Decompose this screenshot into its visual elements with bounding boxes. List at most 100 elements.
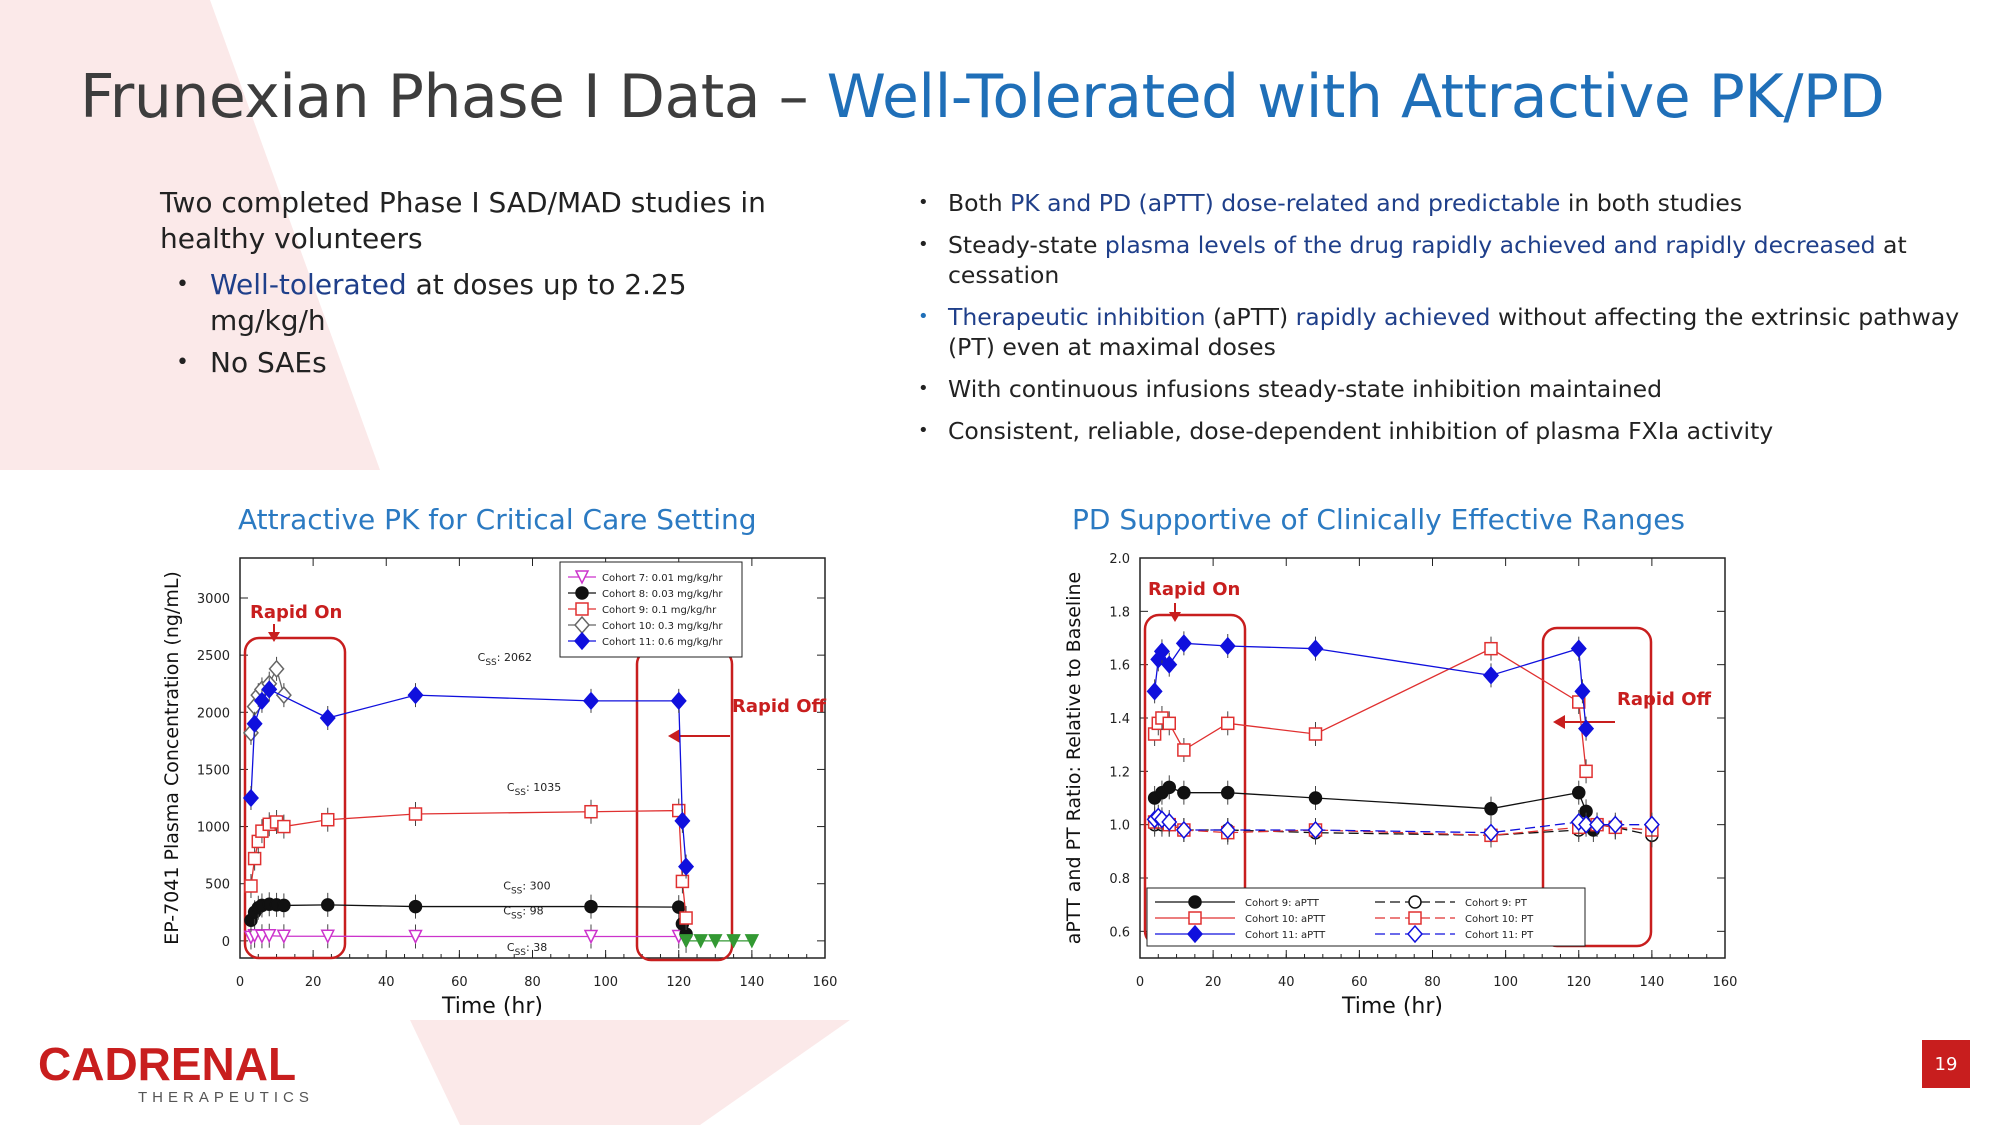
rapid-off-box bbox=[1541, 626, 1653, 948]
data-point bbox=[674, 811, 691, 830]
bullet-text: No SAEs bbox=[210, 346, 327, 379]
right-bullet: With continuous infusions steady-state i… bbox=[918, 374, 1970, 404]
legend-marker bbox=[1407, 924, 1423, 944]
y-tick-label: 3000 bbox=[197, 592, 230, 607]
series-cohort-7-0-01-mg-kg-hr bbox=[243, 923, 694, 953]
data-point bbox=[408, 807, 423, 821]
series-tail bbox=[678, 934, 760, 949]
x-tick-label: 60 bbox=[1351, 975, 1368, 990]
rapid-off-arrowhead bbox=[1553, 715, 1565, 729]
logo-subtext: THERAPEUTICS bbox=[138, 1089, 314, 1106]
data-point bbox=[1153, 642, 1170, 661]
data-point bbox=[1177, 743, 1191, 757]
css-annotation: CSS: 98 bbox=[503, 905, 543, 922]
data-point bbox=[319, 708, 336, 728]
tail-point bbox=[726, 934, 741, 949]
data-point bbox=[584, 804, 598, 819]
data-point bbox=[1219, 636, 1236, 656]
pd-chart: 0 20 40 60 80 100 120 140 160 0.6 0.8 1.0 1.2 1.4 1.6 1… bbox=[1063, 552, 1738, 1019]
page-number: 19 bbox=[1922, 1040, 1970, 1088]
legend-marker bbox=[1408, 895, 1422, 909]
data-point bbox=[268, 659, 285, 678]
data-point bbox=[1589, 815, 1606, 834]
x-tick-label: 100 bbox=[1493, 975, 1518, 990]
data-point bbox=[1307, 639, 1324, 658]
y-tick-label: 1.4 bbox=[1109, 712, 1130, 727]
logo-wordmark: CADRENAL bbox=[38, 1040, 296, 1090]
legend-marker bbox=[1187, 924, 1203, 944]
pk-legend: Cohort 7: 0.01 mg/kg/hr Cohort 8: 0.03 mg… bbox=[559, 561, 743, 658]
data-point bbox=[1308, 727, 1323, 741]
data-point bbox=[407, 686, 424, 705]
x-tick-label: 120 bbox=[666, 975, 691, 990]
y-tick-label: 0 bbox=[222, 935, 230, 950]
x-tick-label: 140 bbox=[1639, 975, 1664, 990]
data-point bbox=[275, 686, 292, 705]
right-bullet: Therapeutic inhibition (aPTT) rapidly ac… bbox=[918, 302, 1970, 362]
bullet-text: at doses up to 2.25 mg/kg/h bbox=[210, 268, 687, 337]
legend-label: Cohort 10: aPTT bbox=[1245, 914, 1326, 925]
css-annotation: CSS: 1035 bbox=[507, 781, 561, 798]
series-cohort-9-0-1-mg-kg-hr bbox=[244, 798, 693, 930]
data-point bbox=[1484, 641, 1498, 656]
y-axis-label: aPTT and PT Ratio: Relative to Baseline bbox=[1063, 572, 1085, 944]
legend-label: Cohort 11: PT bbox=[1465, 930, 1534, 941]
rapid-off-label: Rapid Off bbox=[732, 696, 827, 717]
data-point bbox=[1574, 682, 1591, 701]
x-tick-label: 80 bbox=[1424, 975, 1441, 990]
x-tick-label: 0 bbox=[236, 975, 244, 990]
legend-label: Cohort 7: 0.01 mg/kg/hr bbox=[602, 573, 723, 584]
series-cohort-11-aptt bbox=[1146, 631, 1595, 741]
y-tick-label: 0.8 bbox=[1109, 872, 1130, 887]
y-tick-label: 0.6 bbox=[1109, 925, 1130, 940]
rapid-on-label: Rapid On bbox=[1148, 579, 1240, 600]
y-tick-label: 1000 bbox=[197, 821, 230, 836]
series-cohort-8-0-03-mg-kg-hr bbox=[244, 892, 693, 946]
css-annotation: CSS: 38 bbox=[507, 941, 547, 958]
data-point bbox=[321, 812, 335, 827]
data-point bbox=[1572, 785, 1586, 800]
series-cohort-10-aptt bbox=[1147, 636, 1593, 784]
series-cohort-11-pt bbox=[1146, 804, 1660, 845]
legend-label: Cohort 8: 0.03 mg/kg/hr bbox=[602, 589, 723, 600]
tail-point bbox=[744, 934, 760, 949]
y-tick-label: 1.8 bbox=[1109, 605, 1130, 620]
x-tick-label: 160 bbox=[1713, 975, 1738, 990]
title-prefix: Frunexian Phase I Data – bbox=[80, 62, 827, 132]
data-point bbox=[321, 898, 335, 912]
x-tick-label: 60 bbox=[451, 975, 468, 990]
x-tick-label: 20 bbox=[305, 975, 322, 990]
legend-label: Cohort 11: 0.6 mg/kg/hr bbox=[602, 637, 723, 648]
data-point bbox=[1162, 780, 1176, 795]
data-point bbox=[679, 911, 693, 925]
pd-chart-title: PD Supportive of Clinically Effective Ra… bbox=[1072, 503, 1686, 536]
legend-marker bbox=[574, 631, 590, 651]
bullet-emphasis: Well-tolerated bbox=[210, 268, 407, 301]
x-tick-label: 20 bbox=[1205, 975, 1222, 990]
css-annotation: CSS: 300 bbox=[503, 879, 550, 896]
data-point bbox=[1578, 815, 1595, 834]
data-point bbox=[277, 898, 291, 913]
data-point bbox=[1146, 682, 1163, 701]
y-tick-label: 1.0 bbox=[1109, 819, 1130, 834]
legend-marker bbox=[1188, 911, 1202, 925]
data-point bbox=[1219, 820, 1236, 840]
data-point bbox=[408, 899, 423, 914]
legend-marker bbox=[1188, 895, 1202, 909]
data-point bbox=[1579, 764, 1593, 779]
data-point bbox=[1221, 716, 1235, 731]
pd-legend: Cohort 9: aPTT Cohort 10: aPTT Cohort 11: … bbox=[1146, 887, 1586, 947]
y-tick-label: 1500 bbox=[197, 763, 230, 778]
legend-label: Cohort 10: 0.3 mg/kg/hr bbox=[602, 621, 723, 632]
x-tick-label: 40 bbox=[378, 975, 395, 990]
series-cohort-9-aptt bbox=[1147, 775, 1601, 842]
data-point bbox=[1307, 820, 1324, 840]
data-point bbox=[678, 857, 695, 876]
data-point bbox=[1607, 815, 1624, 834]
y-tick-label: 2500 bbox=[197, 649, 230, 664]
left-summary: Two completed Phase I SAD/MAD studies in… bbox=[160, 185, 800, 387]
rapid-off-arrowhead bbox=[668, 729, 680, 743]
data-point bbox=[1175, 634, 1192, 653]
rapid-on-arrowhead bbox=[268, 632, 280, 642]
rapid-on-arrowhead bbox=[1169, 612, 1181, 622]
